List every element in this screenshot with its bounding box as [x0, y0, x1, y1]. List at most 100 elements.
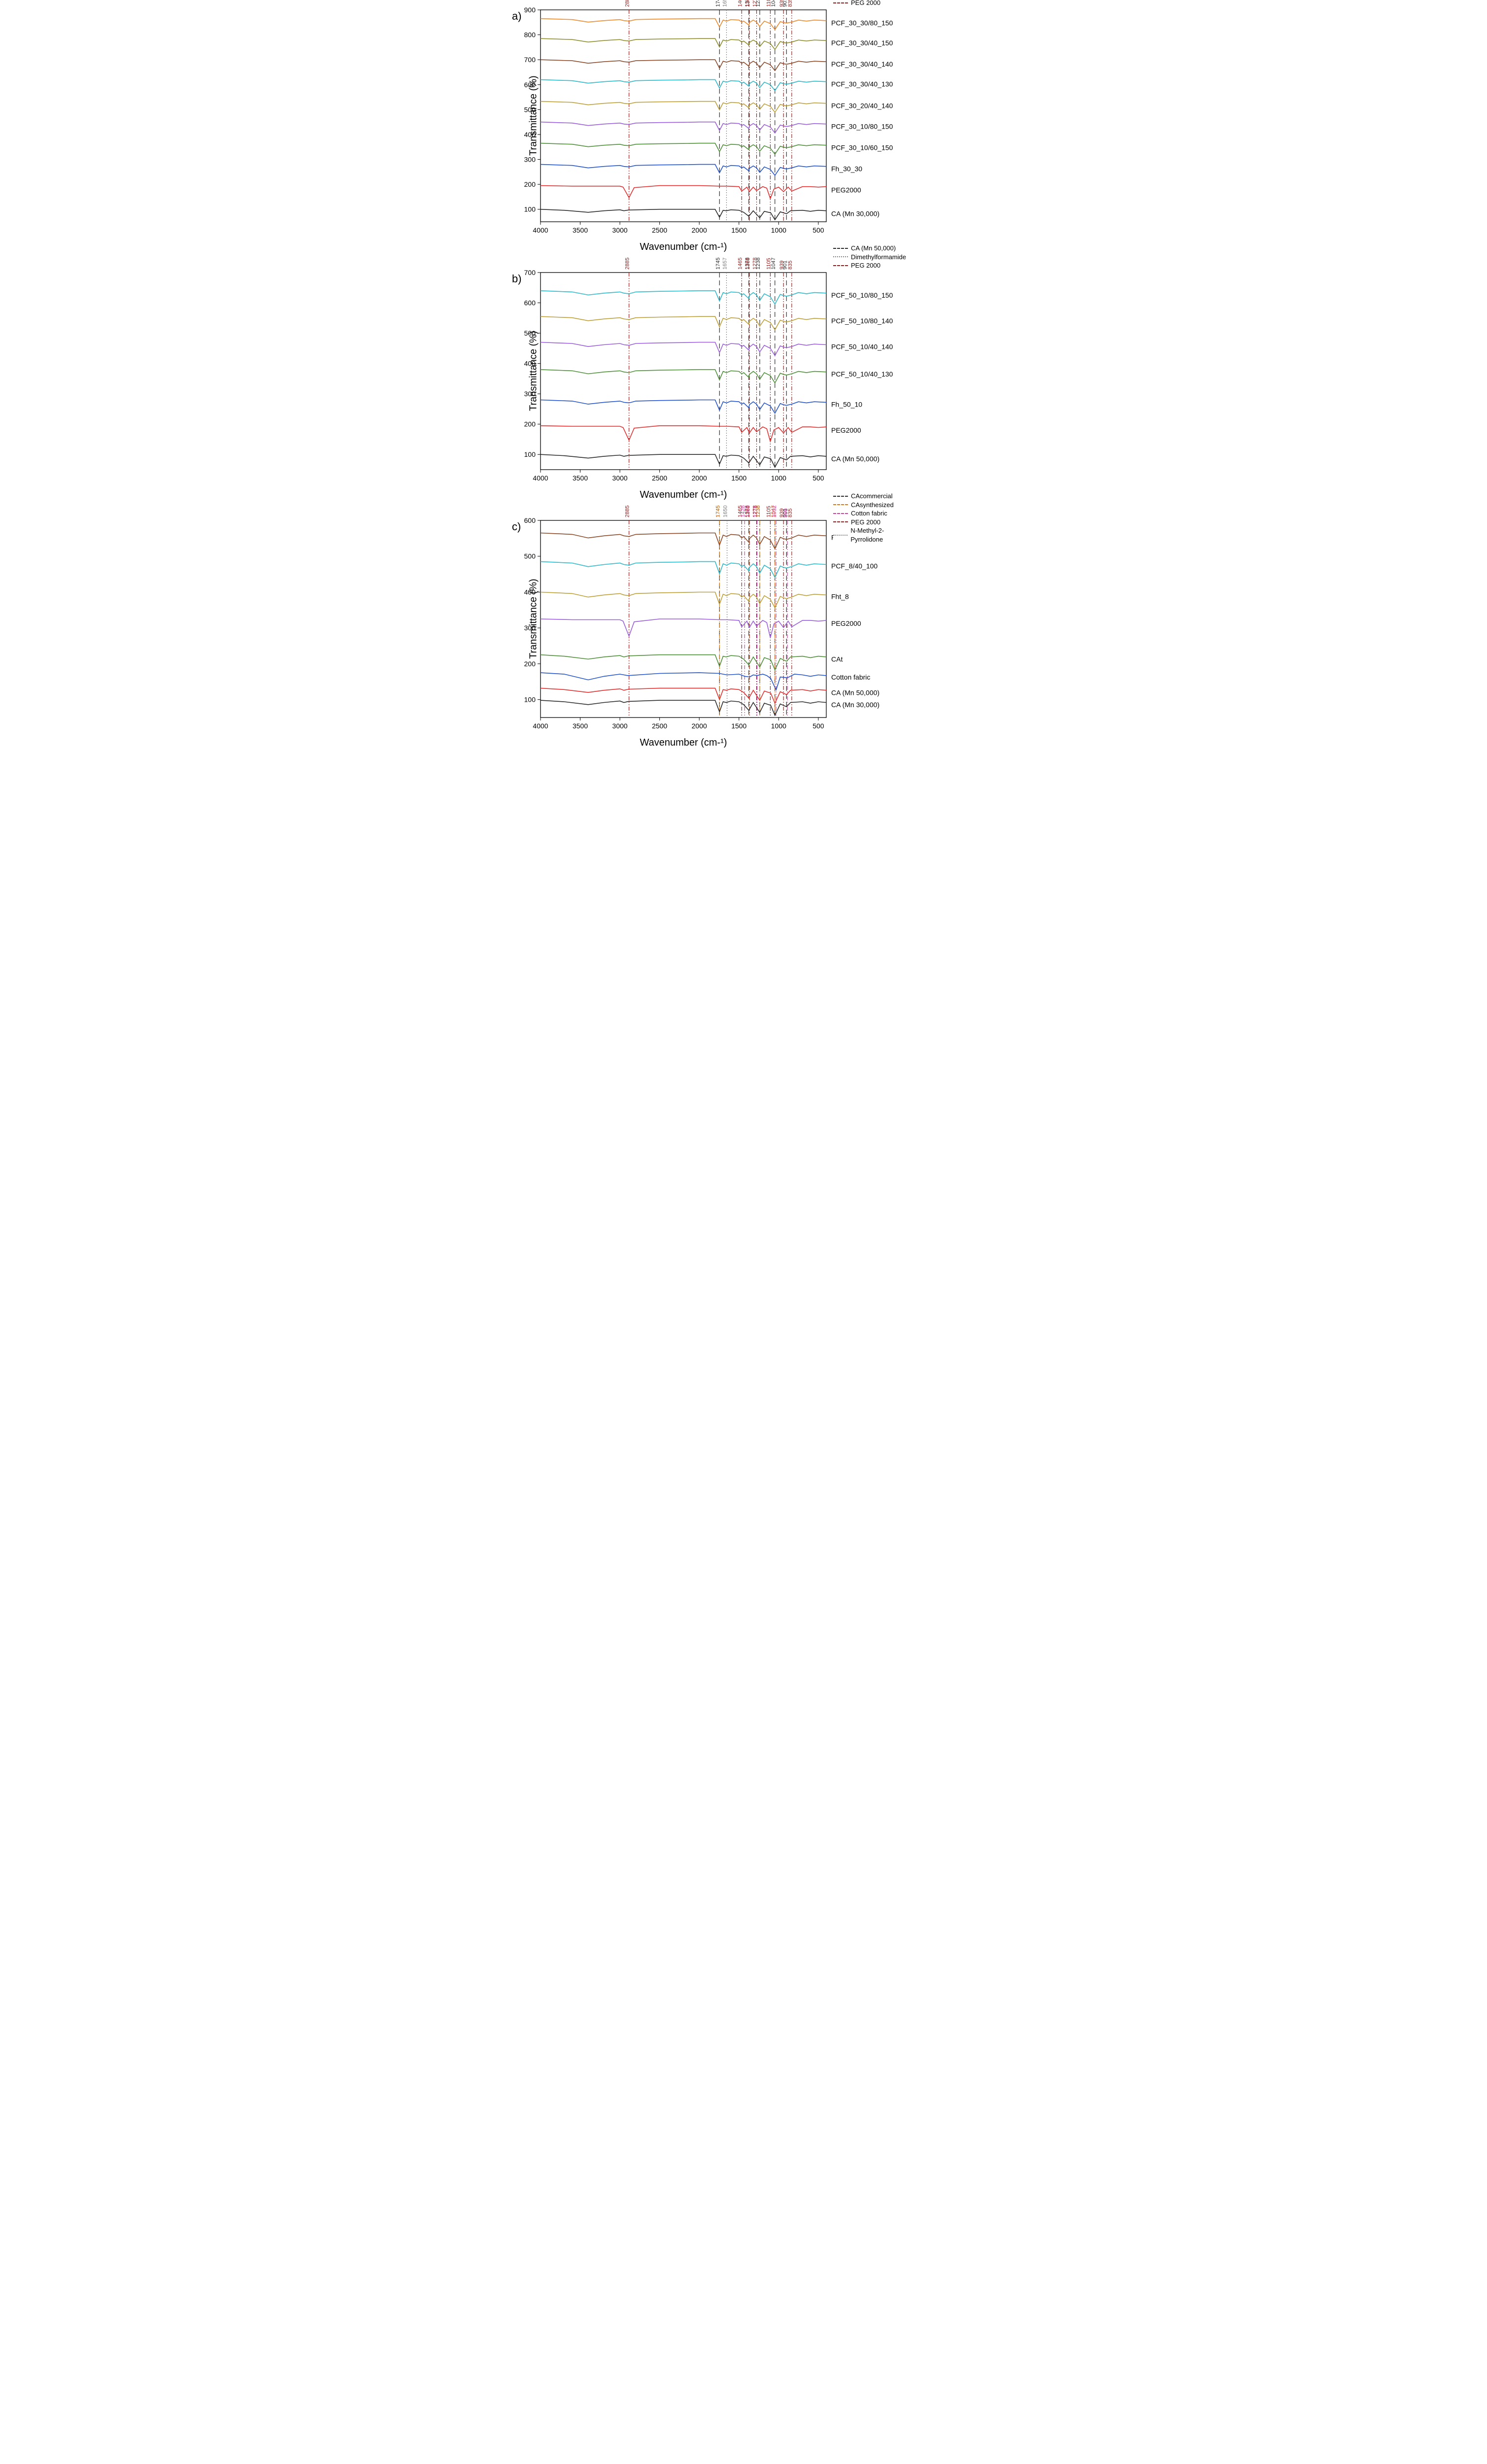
svg-text:1238: 1238 — [755, 0, 761, 7]
svg-text:100: 100 — [524, 450, 536, 458]
svg-text:3500: 3500 — [573, 474, 588, 482]
series-label: CA (Mn 30,000) — [831, 701, 879, 709]
svg-text:2000: 2000 — [692, 226, 707, 234]
panel-c: c)Transmittance (%)400035003000250020001… — [512, 520, 975, 749]
svg-text:1000: 1000 — [771, 474, 786, 482]
svg-text:500: 500 — [812, 722, 824, 730]
svg-text:200: 200 — [524, 180, 536, 188]
svg-text:4000: 4000 — [533, 226, 548, 234]
series-label: CA (Mn 50,000) — [831, 455, 879, 463]
series-label: PCF_50_10/40_130 — [831, 370, 893, 378]
series-label: PCF_30_10/80_150 — [831, 123, 893, 131]
series-label: CA (Mn 50,000) — [831, 688, 879, 696]
svg-text:1000: 1000 — [771, 722, 786, 730]
panel-b: b)Transmittance (%)400035003000250020001… — [512, 273, 975, 501]
svg-text:1650: 1650 — [723, 506, 729, 517]
svg-text:2885: 2885 — [625, 0, 631, 7]
series-label: PCF_50_10/40_140 — [831, 343, 893, 351]
svg-text:1657: 1657 — [722, 258, 728, 270]
series-label: PEG2000 — [831, 186, 861, 194]
svg-text:700: 700 — [524, 269, 536, 276]
xlabel: Wavenumber (cm-¹) — [541, 737, 826, 749]
svg-text:2000: 2000 — [692, 722, 707, 730]
series-label: Fht_8 — [831, 592, 849, 600]
svg-text:600: 600 — [524, 299, 536, 307]
svg-text:300: 300 — [524, 156, 536, 164]
svg-text:2500: 2500 — [652, 722, 667, 730]
series-label: CA (Mn 30,000) — [831, 210, 879, 218]
series-label: PCF_30_30/40_140 — [831, 60, 893, 68]
series-label: PCF_50_10/80_150 — [831, 291, 893, 299]
series-label: PCF_30_30/40_130 — [831, 80, 893, 88]
panel-a: a)Transmittance (%)400035003000250020001… — [512, 10, 975, 253]
svg-text:1047: 1047 — [771, 0, 777, 7]
svg-text:400: 400 — [524, 588, 536, 596]
svg-text:1657: 1657 — [722, 0, 728, 7]
svg-text:835: 835 — [787, 261, 793, 270]
series-label: Fh_50_10 — [831, 400, 862, 408]
spectrum-pcf-8-80-120 — [541, 533, 826, 549]
series-label: PEG2000 — [831, 619, 861, 627]
svg-text:835: 835 — [787, 509, 793, 517]
svg-text:500: 500 — [812, 474, 824, 482]
svg-text:3500: 3500 — [573, 226, 588, 234]
svg-text:1368: 1368 — [745, 258, 751, 270]
svg-text:700: 700 — [524, 56, 536, 64]
svg-text:3000: 3000 — [612, 722, 628, 730]
svg-text:1238: 1238 — [755, 258, 761, 270]
svg-text:400: 400 — [524, 360, 536, 368]
series-label: PCF_50_10/80_140 — [831, 317, 893, 325]
svg-text:3000: 3000 — [612, 474, 628, 482]
svg-text:500: 500 — [812, 226, 824, 234]
series-label: PCF_8/40_100 — [831, 562, 878, 570]
svg-text:1500: 1500 — [731, 474, 746, 482]
svg-text:1500: 1500 — [731, 226, 746, 234]
svg-text:600: 600 — [524, 516, 536, 524]
svg-text:400: 400 — [524, 131, 536, 138]
svg-text:3000: 3000 — [612, 226, 628, 234]
svg-text:500: 500 — [524, 329, 536, 337]
svg-text:1365: 1365 — [745, 506, 751, 517]
svg-text:500: 500 — [524, 552, 536, 560]
svg-text:1745: 1745 — [715, 506, 721, 517]
svg-text:2500: 2500 — [652, 226, 667, 234]
figure-page: a)Transmittance (%)400035003000250020001… — [507, 0, 980, 788]
svg-text:200: 200 — [524, 420, 536, 428]
svg-text:4000: 4000 — [533, 474, 548, 482]
series-label: PEG2000 — [831, 426, 861, 434]
series-label: PCF_30_20/40_140 — [831, 102, 893, 110]
svg-text:1368: 1368 — [745, 0, 751, 7]
svg-text:2885: 2885 — [625, 258, 631, 270]
svg-text:500: 500 — [524, 105, 536, 113]
svg-text:100: 100 — [524, 205, 536, 213]
svg-text:1000: 1000 — [771, 226, 786, 234]
spectrum-ca-mn-50-000- — [541, 688, 826, 703]
series-label: PCF_30_30/40_150 — [831, 39, 893, 47]
svg-text:835: 835 — [787, 0, 793, 7]
svg-text:800: 800 — [524, 31, 536, 39]
svg-text:1032: 1032 — [772, 506, 777, 517]
svg-text:1500: 1500 — [731, 722, 746, 730]
svg-text:1465: 1465 — [737, 258, 743, 270]
svg-text:1745: 1745 — [715, 0, 721, 7]
series-label: PCF_8/80_120 — [831, 533, 878, 541]
svg-text:2885: 2885 — [625, 506, 631, 517]
spectrum-fh-50-10 — [541, 400, 826, 413]
svg-text:4000: 4000 — [533, 722, 548, 730]
svg-text:1465: 1465 — [737, 0, 743, 7]
svg-text:900: 900 — [524, 6, 536, 14]
svg-text:1745: 1745 — [715, 258, 721, 270]
svg-text:100: 100 — [524, 696, 536, 704]
svg-text:600: 600 — [524, 81, 536, 89]
svg-text:1238: 1238 — [755, 506, 761, 517]
svg-text:300: 300 — [524, 390, 536, 398]
svg-text:1047: 1047 — [771, 258, 777, 270]
svg-text:2500: 2500 — [652, 474, 667, 482]
series-label: CAt — [831, 655, 843, 663]
series-label: Fh_30_30 — [831, 165, 862, 173]
series-label: PCF_30_10/60_150 — [831, 144, 893, 152]
svg-text:200: 200 — [524, 660, 536, 668]
series-label: Cotton fabric — [831, 673, 870, 681]
series-label: PCF_30_30/80_150 — [831, 19, 893, 27]
svg-text:3500: 3500 — [573, 722, 588, 730]
